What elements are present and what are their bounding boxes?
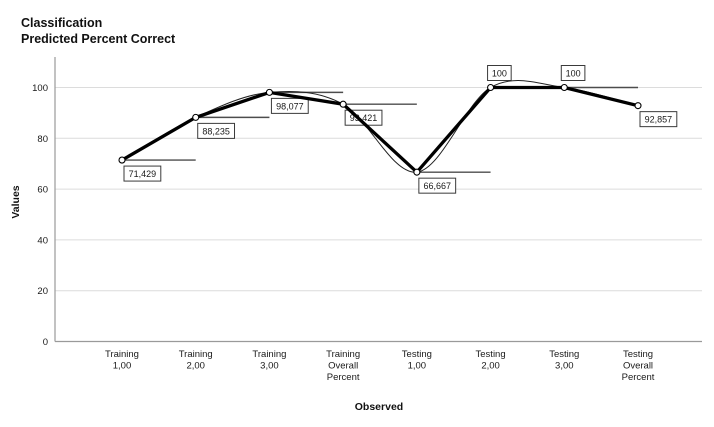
point-label-box <box>639 111 678 128</box>
x-tick-label: Testing Overall Percent <box>622 349 655 383</box>
chart-title-line1: Classification <box>21 16 103 30</box>
point-label: 100 <box>492 69 507 79</box>
x-tick-label: Testing 1,00 <box>402 349 432 372</box>
x-tick-label: Training 3,00 <box>252 349 286 372</box>
y-tick-label: 60 <box>37 185 48 196</box>
chart-title-line2: Predicted Percent Correct <box>21 32 176 46</box>
x-tick-label: Testing 3,00 <box>549 349 579 372</box>
point-label: 93,421 <box>350 113 378 123</box>
y-tick-label: 80 <box>37 134 48 145</box>
chart-title: Classification Predicted Percent Correct <box>21 15 175 47</box>
x-tick-label: Training Overall Percent <box>326 349 360 383</box>
point-marker <box>192 113 200 121</box>
y-tick-label: 20 <box>37 286 48 297</box>
point-marker <box>560 83 568 92</box>
point-marker <box>413 168 421 176</box>
y-tick-label: 0 <box>43 337 48 348</box>
series-line <box>121 85 639 175</box>
point-marker <box>487 83 495 92</box>
point-label-box <box>560 65 586 81</box>
point-label: 98,077 <box>276 101 304 111</box>
point-label: 88,235 <box>202 126 230 136</box>
point-label-box <box>197 122 236 139</box>
x-axis-title: Observed <box>354 401 404 413</box>
point-marker <box>339 100 347 108</box>
point-label: 66,667 <box>423 181 451 191</box>
point-marker <box>265 88 273 96</box>
point-label-box <box>487 65 512 81</box>
y-tick-label: 100 <box>32 83 48 94</box>
x-tick-label: Training 2,00 <box>179 349 213 372</box>
x-tick-label: Testing 2,00 <box>476 349 506 372</box>
point-label: 92,857 <box>645 115 673 125</box>
y-tick-label: 40 <box>37 235 48 246</box>
point-label: 71,429 <box>129 169 157 179</box>
point-label-box <box>270 97 309 114</box>
point-label: 100 <box>566 69 581 79</box>
x-tick-label: Training 1,00 <box>105 349 139 372</box>
point-marker <box>118 156 126 164</box>
point-label-box <box>418 177 457 194</box>
point-marker <box>634 102 642 110</box>
point-label-box <box>123 165 162 182</box>
